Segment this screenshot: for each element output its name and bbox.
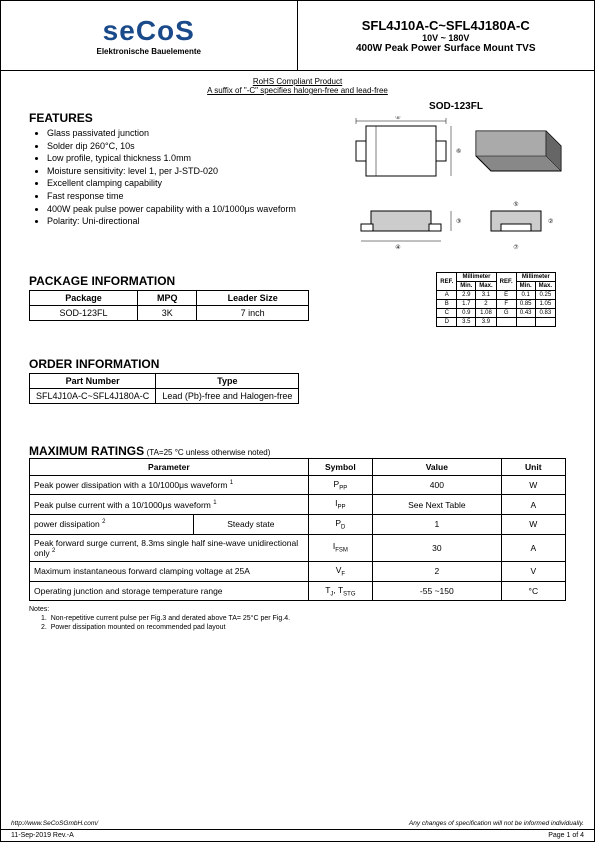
- table-row: Operating junction and storage temperatu…: [30, 581, 566, 601]
- feature-item: 400W peak pulse power capability with a …: [47, 203, 309, 216]
- svg-text:④: ④: [395, 244, 400, 251]
- product-description: 400W Peak Power Surface Mount TVS: [356, 43, 536, 54]
- max-ratings-title: MAXIMUM RATINGS: [29, 444, 144, 458]
- feature-item: Low profile, typical thickness 1.0mm: [47, 152, 309, 165]
- footer-page: Page 1 of 4: [548, 832, 584, 839]
- dim-row: D3.53.9: [437, 318, 556, 327]
- max-ratings-table: Parameter Symbol Value Unit Peak power d…: [29, 458, 566, 601]
- dim-row: C0.91.08G0.430.83: [437, 309, 556, 318]
- notes-section: Notes: 1. Non-repetitive current pulse p…: [29, 605, 566, 632]
- dim-row: A2.93.1E0.10.25: [437, 291, 556, 300]
- package-label: SOD-123FL: [346, 101, 566, 112]
- table-row: SFL4J10A-C~SFL4J180A-C Lead (Pb)-free an…: [30, 388, 299, 403]
- dim-row: B1.72F0.851.05: [437, 300, 556, 309]
- package-info-table: Package MPQ Leader Size SOD-123FL 3K 7 i…: [29, 290, 309, 321]
- svg-text:⑤: ⑤: [513, 201, 518, 208]
- footer-disclaimer-row: http://www.SeCoSGmbH.com/ Any changes of…: [1, 820, 594, 827]
- dimension-table: REF. Millimeter REF. Millimeter Min. Max…: [436, 272, 556, 327]
- dim-mm-header2: Millimeter: [516, 273, 555, 282]
- title-cell: SFL4J10A-C~SFL4J180A-C 10V ~ 180V 400W P…: [298, 1, 595, 70]
- company-logo: seCoS: [103, 15, 195, 47]
- rohs-line2: A suffix of "-C" specifies halogen-free …: [1, 86, 594, 95]
- table-row: Peak pulse current with a 10/1000μs wave…: [30, 495, 566, 515]
- footer-date: 11-Sep-2019 Rev.-A: [11, 832, 74, 839]
- page-header: seCoS Elektronische Bauelemente SFL4J10A…: [1, 1, 594, 71]
- rohs-notice: RoHS Compliant Product A suffix of "-C" …: [1, 71, 594, 101]
- table-row: power dissipation 2 Steady state PD 1 W: [30, 515, 566, 535]
- table-row: SOD-123FL 3K 7 inch: [30, 305, 309, 320]
- dim-ref-header2: REF.: [496, 273, 516, 291]
- svg-text:⑦: ⑦: [513, 244, 518, 251]
- order-info-table: Part Number Type SFL4J10A-C~SFL4J180A-C …: [29, 373, 299, 404]
- max-ratings-subtitle: (TA=25 °C unless otherwise noted): [147, 448, 271, 457]
- feature-item: Fast response time: [47, 190, 309, 203]
- svg-text:①: ①: [395, 116, 400, 121]
- feature-item: Solder dip 260°C, 10s: [47, 140, 309, 153]
- feature-item: Excellent clamping capability: [47, 177, 309, 190]
- notes-label: Notes:: [29, 605, 566, 614]
- table-row: Peak power dissipation with a 10/1000μs …: [30, 475, 566, 495]
- feature-item: Moisture sensitivity: level 1, per J-STD…: [47, 165, 309, 178]
- footer-url: http://www.SeCoSGmbH.com/: [11, 820, 98, 827]
- rohs-line1: RoHS Compliant Product: [1, 77, 594, 86]
- footer-disclaimer: Any changes of specification will not be…: [409, 820, 584, 827]
- dim-ref-header: REF.: [437, 273, 457, 291]
- table-row: Maximum instantaneous forward clamping v…: [30, 561, 566, 581]
- main-content: SOD-123FL ① ⑥ ④ ③: [1, 101, 594, 632]
- feature-item: Polarity: Uni-directional: [47, 215, 309, 228]
- dim-mm-header1: Millimeter: [457, 273, 496, 282]
- features-list: Glass passivated junction Solder dip 260…: [29, 127, 309, 228]
- company-tagline: Elektronische Bauelemente: [97, 47, 201, 56]
- max-ratings-heading: MAXIMUM RATINGS (TA=25 °C unless otherwi…: [29, 444, 566, 458]
- svg-text:③: ③: [456, 218, 461, 225]
- svg-text:②: ②: [548, 218, 553, 225]
- package-drawing: ① ⑥ ④ ③ ⑤ ⑦ ②: [346, 116, 566, 266]
- order-info-title: ORDER INFORMATION: [29, 357, 566, 371]
- svg-text:⑥: ⑥: [456, 148, 461, 155]
- logo-cell: seCoS Elektronische Bauelemente: [1, 1, 298, 70]
- package-diagram-panel: SOD-123FL ① ⑥ ④ ③: [346, 101, 566, 327]
- voltage-range: 10V ~ 180V: [422, 33, 469, 43]
- table-row: Peak forward surge current, 8.3ms single…: [30, 534, 566, 561]
- feature-item: Glass passivated junction: [47, 127, 309, 140]
- part-range: SFL4J10A-C~SFL4J180A-C: [362, 18, 530, 33]
- page-footer: 11-Sep-2019 Rev.-A Page 1 of 4: [1, 829, 594, 841]
